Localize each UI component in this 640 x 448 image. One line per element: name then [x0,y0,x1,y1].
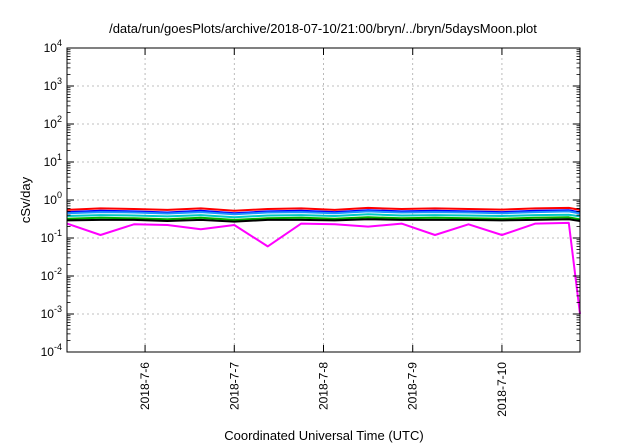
x-tick-label: 2018-7-10 [495,362,509,417]
x-tick-label: 2018-7-6 [138,362,152,410]
y-tick-label: 100 [44,190,62,207]
y-tick-label: 10-3 [41,304,62,321]
y-tick-label: 103 [44,76,62,93]
series-line-4 [66,213,581,219]
series-line-5 [66,216,581,221]
chart-title: /data/run/goesPlots/archive/2018-07-10/2… [109,21,537,36]
y-axis-label: cSv/day [18,176,33,223]
y-tick-label: 10-4 [41,342,62,359]
x-tick-label: 2018-7-9 [406,362,420,410]
x-tick-labels: 2018-7-6 2018-7-7 2018-7-8 2018-7-9 2018-7-1… [138,362,509,417]
y-tick-label: 104 [44,38,62,55]
series-line-6 [66,218,581,223]
y-tick-label: 101 [44,152,62,169]
series-line-2 [66,209,581,215]
series-line-7 [66,221,581,315]
series-line-1 [66,206,581,212]
tick-marks [67,47,580,353]
y-tick-label: 102 [44,114,62,131]
x-axis-label: Coordinated Universal Time (UTC) [224,428,423,443]
y-tick-labels: 10-4 10-3 10-2 10-1 100 101 102 103 104 [41,38,62,359]
y-tick-label: 10-2 [41,266,62,283]
grid [67,48,580,352]
y-tick-label: 10-1 [41,228,62,245]
x-tick-label: 2018-7-7 [227,362,241,410]
series-group [66,206,581,315]
series-line-3 [66,210,581,216]
x-tick-label: 2018-7-8 [317,362,331,410]
